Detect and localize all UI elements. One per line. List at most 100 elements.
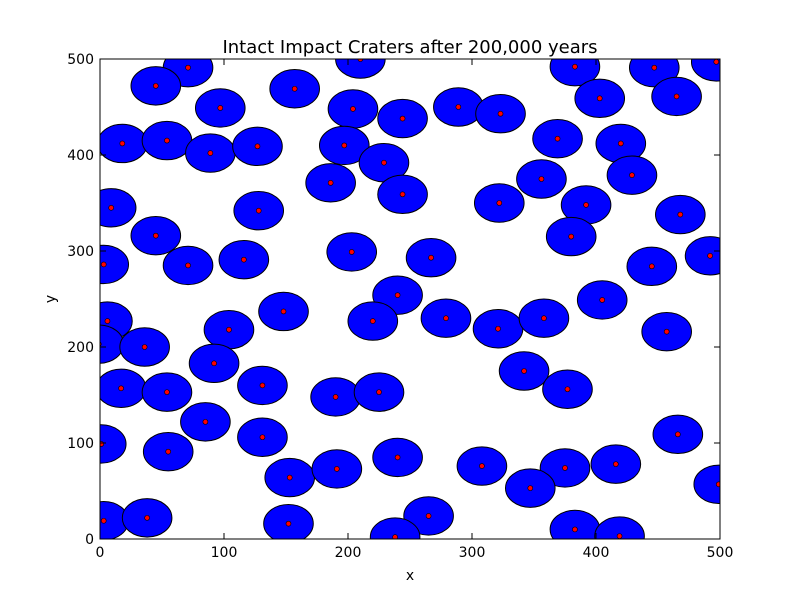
crater (263, 503, 314, 539)
crater-center-point (144, 515, 150, 521)
crater-center-point (497, 110, 504, 117)
crater-disk (594, 516, 645, 539)
crater (641, 311, 692, 352)
crater (652, 414, 704, 455)
crater-disk (369, 517, 421, 539)
crater-center-point (583, 202, 589, 208)
crater-center-point (663, 328, 670, 335)
crater (693, 464, 720, 504)
crater-center-point (554, 135, 561, 142)
crater-layer (100, 59, 720, 539)
crater-center-point (259, 382, 266, 389)
y-axis-label: y (43, 295, 59, 303)
crater (574, 78, 626, 119)
crater (475, 94, 526, 134)
crater (237, 365, 288, 406)
crater-center-point (455, 104, 462, 110)
crater (142, 431, 194, 472)
crater-center-point (104, 318, 111, 324)
crater (233, 190, 285, 231)
crater-center-point (108, 205, 114, 211)
crater (433, 87, 484, 127)
crater-center-point (381, 159, 387, 166)
crater (590, 444, 642, 484)
crater-center-point (357, 59, 364, 62)
crater (606, 155, 658, 195)
crater (626, 246, 678, 287)
x-tick-label: 500 (707, 545, 734, 561)
crater (100, 123, 148, 164)
crater-center-point (369, 318, 376, 324)
crater (576, 280, 628, 320)
crater (305, 163, 356, 203)
crater-center-point (153, 83, 159, 89)
crater-center-point (541, 315, 547, 322)
crater (651, 76, 702, 117)
crater-center-point (495, 325, 501, 332)
crater-center-point (596, 95, 603, 102)
crater-center-point (521, 368, 527, 374)
crater-center-point (673, 93, 680, 100)
crater-center-point (562, 465, 568, 471)
crater-center-point (259, 434, 266, 441)
crater-center-point (613, 461, 619, 467)
crater-center-point (715, 481, 720, 488)
crater-center-point (334, 466, 340, 472)
crater-center-point (677, 211, 684, 218)
crater-center-point (100, 341, 102, 347)
crater-center-point (285, 520, 292, 527)
crater (264, 457, 316, 498)
crater (326, 232, 378, 272)
crater (180, 402, 231, 442)
crater (405, 238, 457, 278)
crater-center-point (185, 262, 191, 269)
crater-center-point (428, 254, 434, 261)
crater-center-point (255, 207, 262, 214)
crater (130, 215, 182, 256)
crater-center-point (675, 431, 681, 438)
crater-center-point (707, 253, 713, 259)
crater (498, 351, 550, 391)
crater-center-point (100, 261, 107, 268)
crater-center-point (286, 474, 293, 481)
crater-disk (693, 464, 720, 504)
crater (194, 88, 246, 128)
x-tick-label: 100 (211, 545, 238, 561)
crater-center-point (572, 63, 578, 70)
crater-center-point (211, 360, 217, 367)
crater (310, 377, 361, 417)
crater-center-point (648, 263, 655, 270)
plot-frame (99, 58, 721, 540)
crater-disk (100, 244, 130, 285)
y-tick-label: 100 (67, 436, 94, 452)
crater-center-point (496, 200, 503, 206)
x-axis-label: x (406, 568, 414, 584)
crater-center-point (399, 115, 406, 122)
crater-center-point (141, 344, 148, 350)
crater-center-point (443, 315, 449, 322)
crater (549, 59, 601, 87)
crater (318, 125, 370, 166)
crater-center-point (100, 441, 105, 447)
crater-center-point (341, 142, 348, 149)
crater-center-point (226, 326, 232, 333)
crater-center-point (394, 292, 401, 298)
crater (353, 372, 405, 412)
crater (162, 245, 214, 286)
crater-center-point (327, 180, 334, 186)
crater (472, 309, 524, 349)
crater (690, 59, 720, 82)
crater (218, 239, 270, 280)
crater-disk (100, 424, 127, 464)
crater (130, 66, 182, 106)
x-tick-label: 400 (583, 545, 610, 561)
crater (258, 291, 309, 332)
crater (420, 298, 472, 338)
crater (100, 368, 147, 408)
crater (684, 236, 720, 276)
x-tick-label: 300 (459, 545, 486, 561)
crater-disk (690, 59, 720, 82)
crater-center-point (153, 232, 159, 239)
crater (232, 126, 283, 167)
crater (516, 159, 567, 199)
